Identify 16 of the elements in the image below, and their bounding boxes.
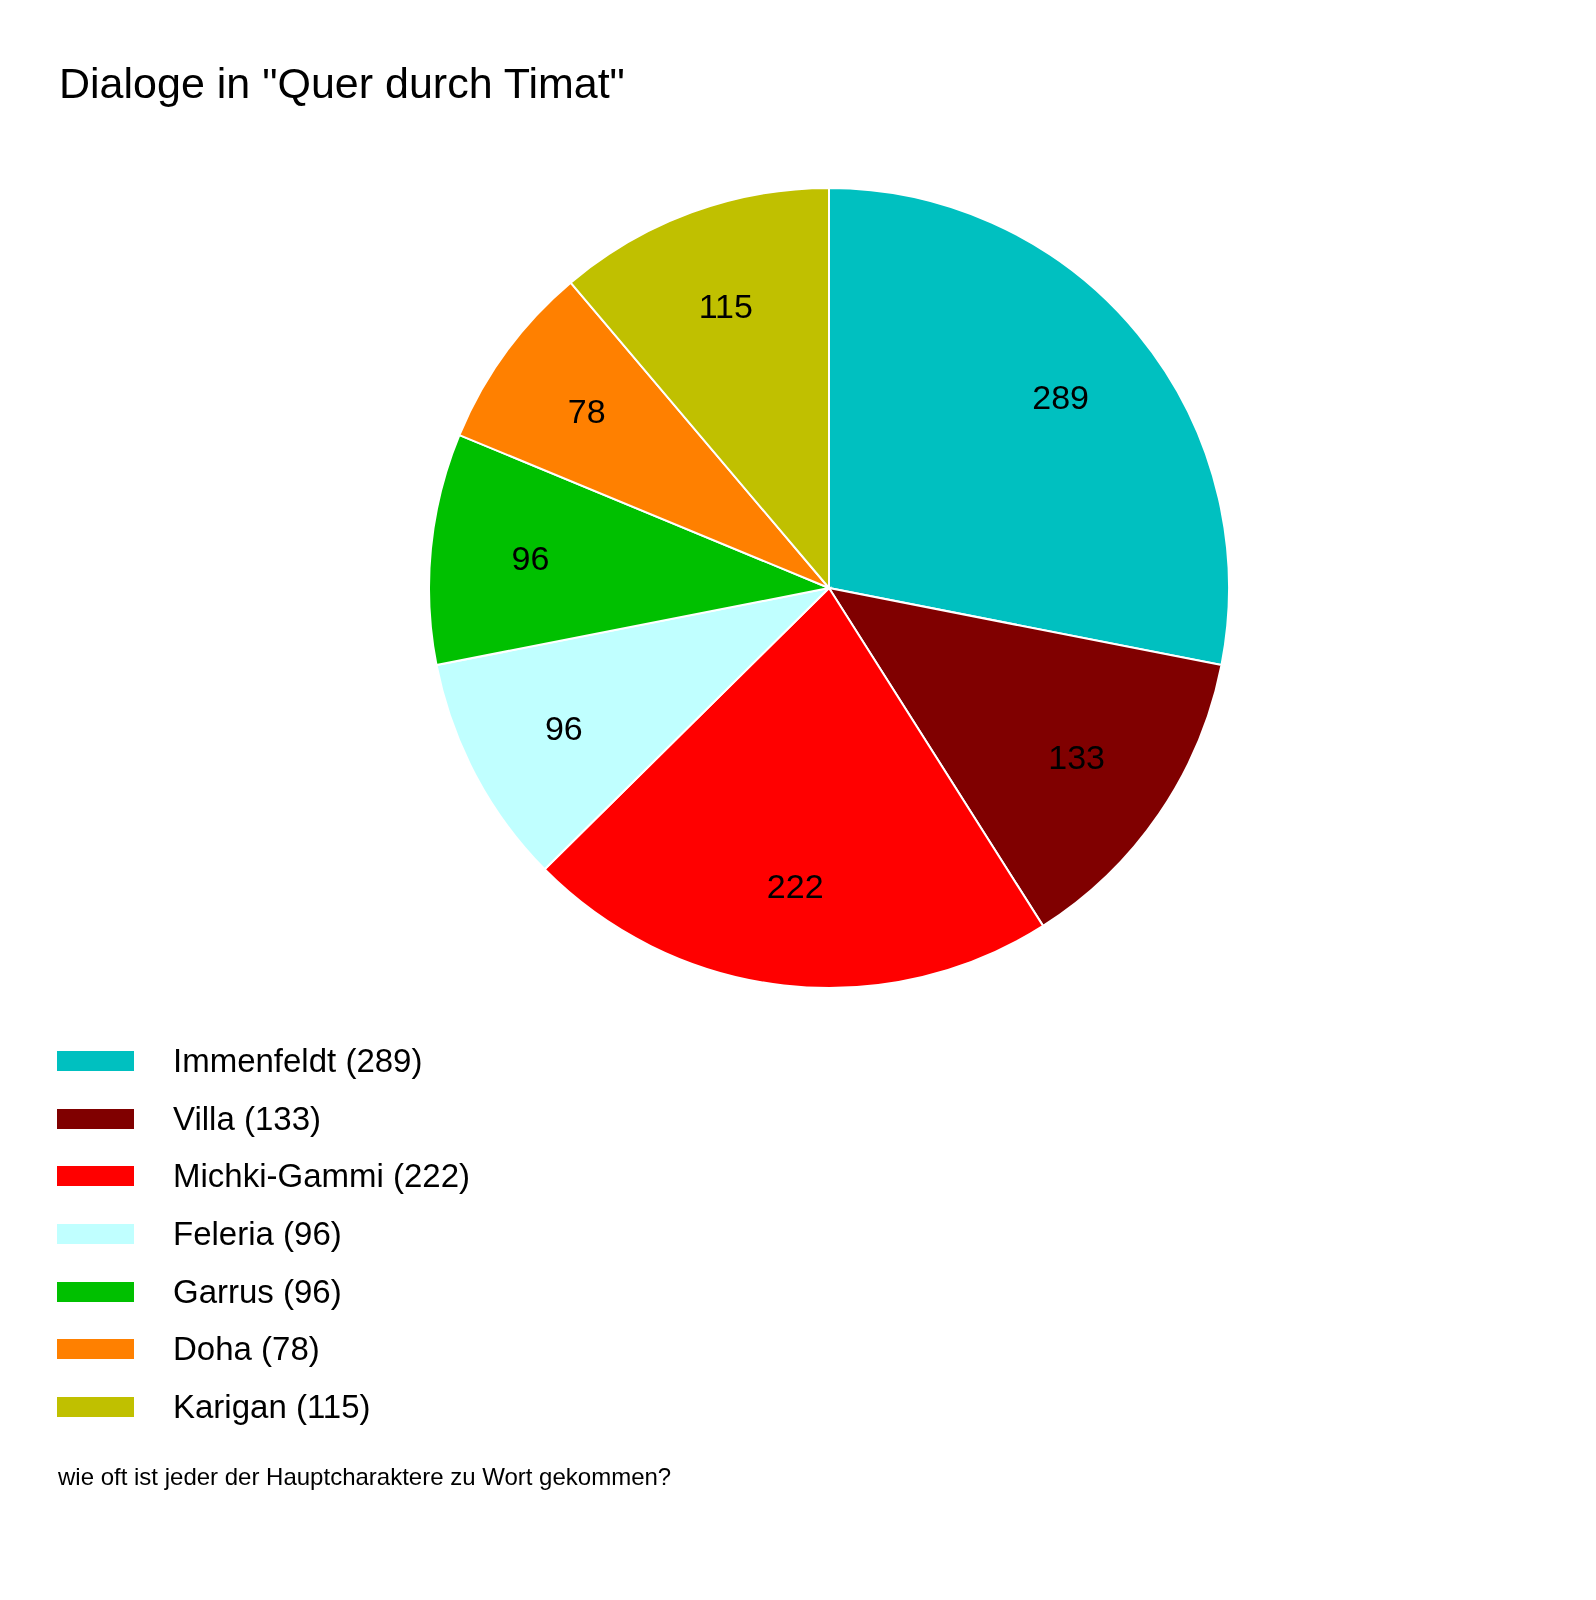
legend-label: Doha (78) (173, 1330, 320, 1369)
data-label: 289 (1032, 378, 1090, 417)
data-label: 78 (567, 392, 606, 431)
text: wie oft ist jeder der Hauptcharaktere zu Wort gekommen? (58, 1463, 672, 1490)
data-label: 96 (511, 539, 550, 578)
data-label: 115 (698, 287, 753, 326)
data-label: 222 (766, 867, 824, 906)
legend-label: Garrus (96) (173, 1272, 342, 1311)
legend-label: Feleria (96) (173, 1214, 342, 1253)
legend-label: Villa (133) (173, 1099, 321, 1138)
data-label: 133 (1048, 738, 1105, 777)
legend-label: Karigan (115) (173, 1387, 371, 1426)
data-label: 96 (544, 709, 583, 748)
legend-label: Michki-Gammi (222) (173, 1157, 471, 1196)
chart-title: Dialoge in "Quer durch Timat" (59, 59, 625, 107)
legend-label: Immenfeldt (289) (173, 1041, 423, 1080)
